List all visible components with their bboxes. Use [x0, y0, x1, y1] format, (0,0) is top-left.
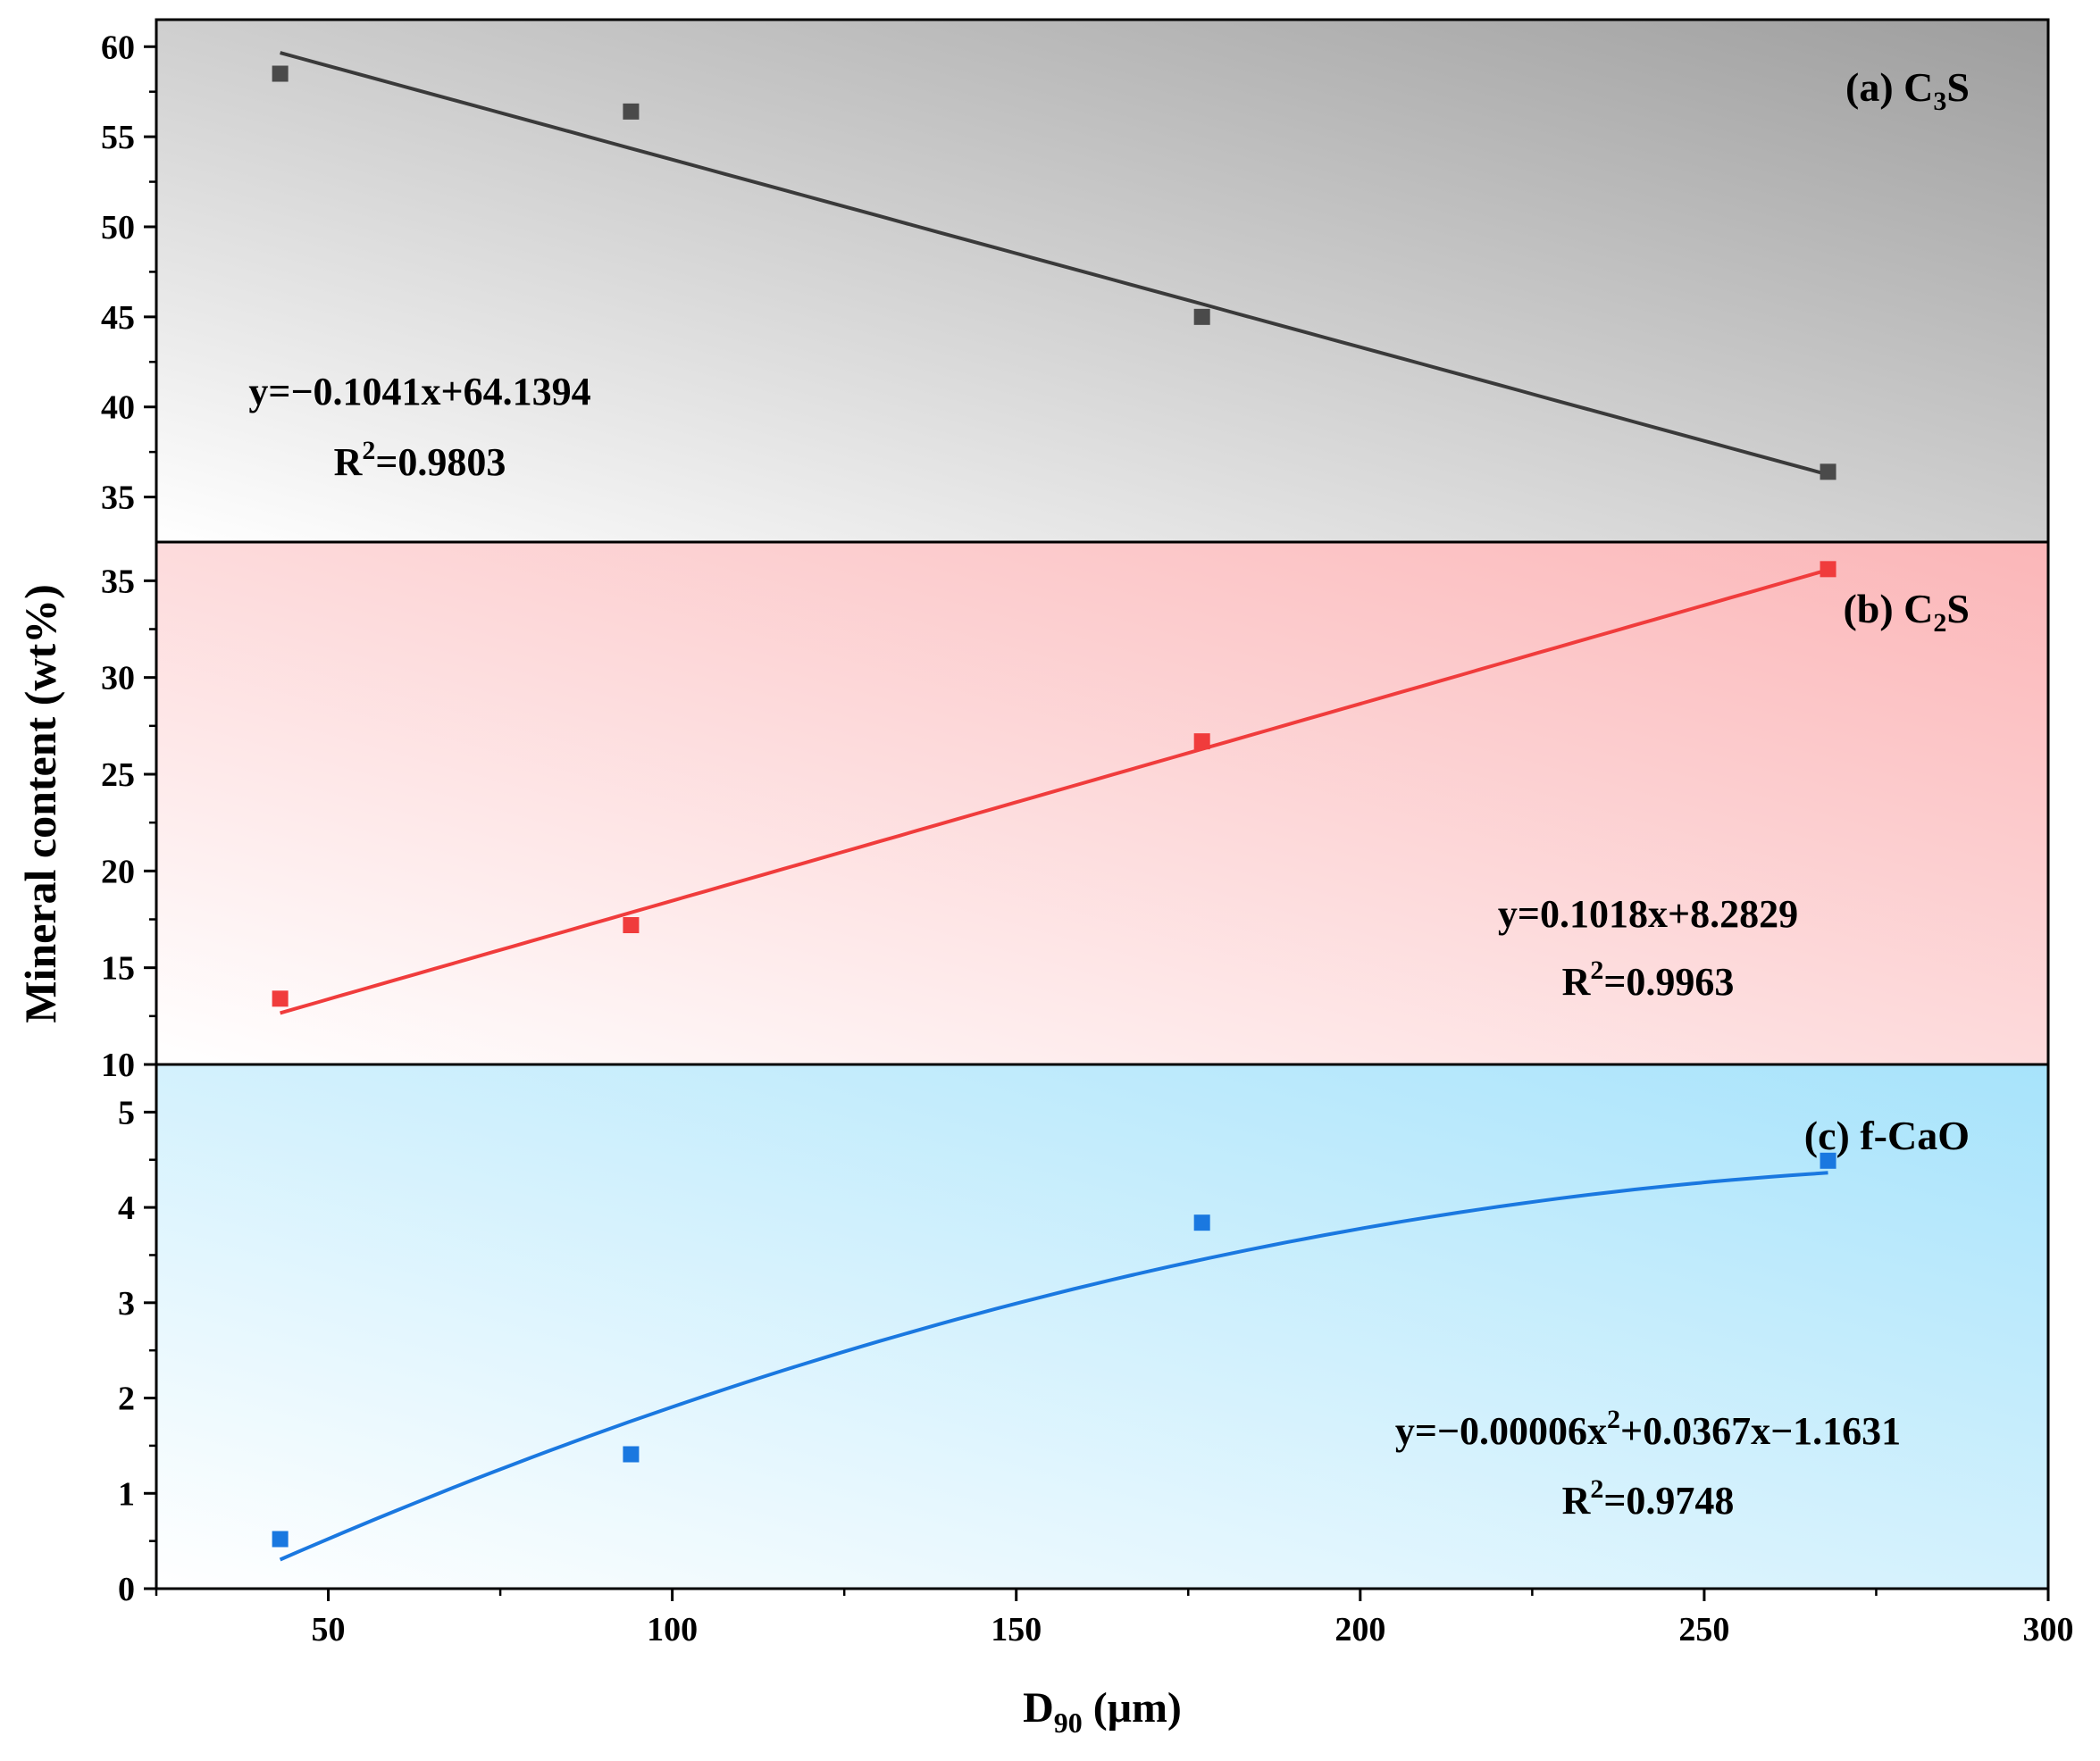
y-tick-label: 40: [101, 389, 135, 427]
panel-label: (b) C2S: [1843, 586, 1970, 638]
y-tick-label: 10: [101, 1047, 135, 1084]
panel-label: (c) f-CaO: [1804, 1113, 1970, 1158]
y-tick-label: 0: [118, 1571, 135, 1608]
data-point: [1820, 463, 1836, 480]
y-tick-label: 30: [101, 660, 135, 697]
fit-line: [280, 51, 1829, 477]
y-tick-label: 15: [101, 950, 135, 988]
data-point: [623, 917, 640, 933]
data-point: [1820, 1152, 1836, 1169]
y-tick-label: 50: [101, 209, 135, 246]
y-axis-label: Mineral content (wt%): [15, 584, 65, 1023]
panel-border: [155, 1063, 2050, 1590]
y-tick-label: 3: [118, 1285, 135, 1323]
fit-equation: y=−0.00006x2+0.0367x−1.1631: [1395, 1405, 1901, 1453]
r-squared: R2=0.9803: [334, 436, 506, 484]
fit-line: [280, 568, 1829, 1015]
y-tick-label: 1: [118, 1475, 135, 1513]
data-point: [623, 103, 640, 120]
x-tick-label: 300: [2023, 1611, 2074, 1648]
y-tick-label: 55: [101, 119, 135, 156]
data-point: [272, 990, 289, 1007]
y-tick-label: 5: [118, 1094, 135, 1131]
y-tick-label: 2: [118, 1381, 135, 1418]
y-tick-label: 45: [101, 299, 135, 337]
fit-equation: y=−0.1041x+64.1394: [248, 370, 590, 413]
panel-label: (a) C3S: [1845, 64, 1970, 116]
r-squared: R2=0.9963: [1562, 956, 1735, 1004]
x-tick-label: 50: [312, 1611, 346, 1648]
data-point: [272, 65, 289, 82]
x-tick-label: 250: [1678, 1611, 1729, 1648]
y-tick-label: 4: [118, 1189, 135, 1227]
fit-line: [279, 1171, 1828, 1562]
x-tick-label: 100: [647, 1611, 698, 1648]
y-tick-label: 60: [101, 29, 135, 66]
r-squared: R2=0.9748: [1562, 1474, 1735, 1523]
data-point: [272, 1531, 289, 1548]
x-axis: 50 100 150 200 250 300: [155, 1589, 2074, 1648]
data-point: [1193, 1214, 1210, 1231]
data-point: [1820, 561, 1836, 578]
fit-equation: y=0.1018x+8.2829: [1498, 892, 1798, 936]
data-point: [1193, 308, 1210, 325]
data-point: [1193, 733, 1210, 750]
x-axis-label: D90 (μm): [1023, 1684, 1182, 1739]
y-tick-label: 25: [101, 756, 135, 794]
panel-c: 0 1 2 3 4 5 (c) f-CaO y=−0.00006x2+0.0367x−1.16…: [118, 1063, 2050, 1608]
x-tick-label: 150: [991, 1611, 1042, 1648]
x-tick-label: 200: [1334, 1611, 1385, 1648]
data-point: [623, 1446, 640, 1463]
panel-b: 10 15 20 25 30 35 (b) C2S y=0.1018x+8.2829 R2=0.…: [101, 540, 2050, 1084]
y-tick-label: 35: [101, 563, 135, 600]
y-tick-label: 35: [101, 480, 135, 517]
panel-background: [156, 542, 2048, 1064]
panel-a: 35 40 45 50 55 60 (a) C3S y=−0.1041x+64.1394 R2=…: [101, 18, 2050, 544]
y-tick-label: 20: [101, 853, 135, 890]
panel-background: [156, 1064, 2048, 1589]
